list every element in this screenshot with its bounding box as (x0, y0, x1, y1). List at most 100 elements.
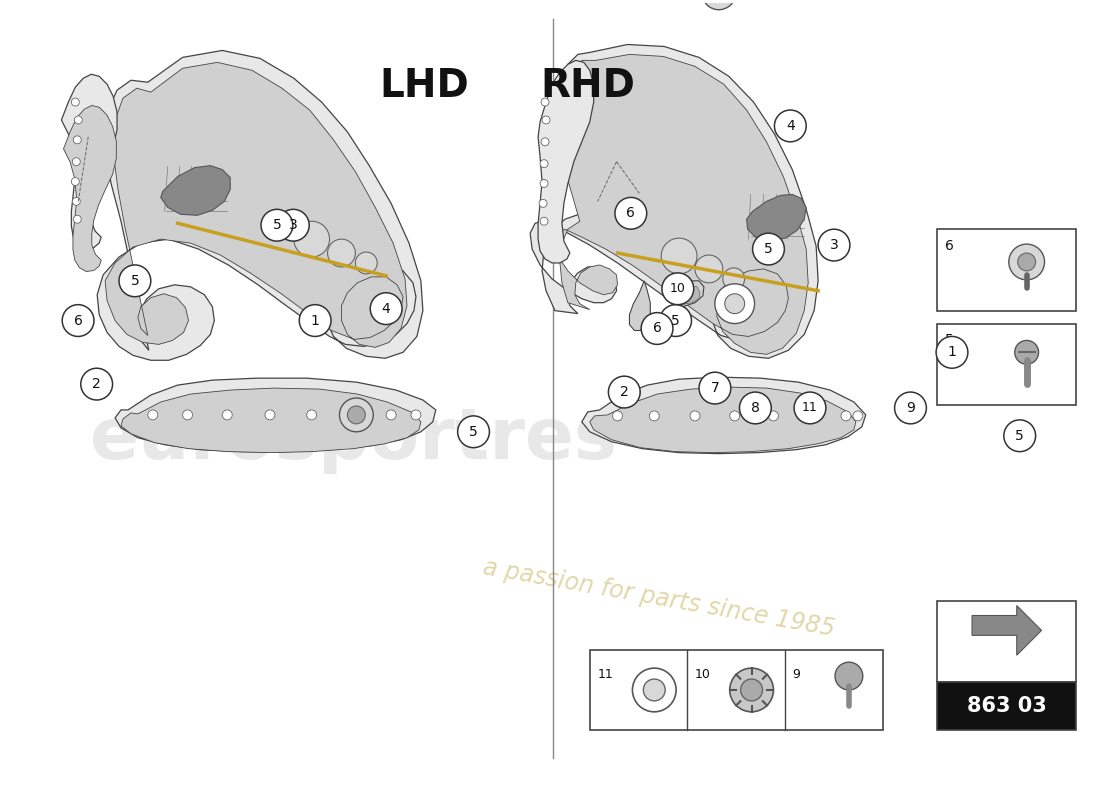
Text: 2: 2 (620, 385, 629, 399)
Polygon shape (629, 281, 650, 330)
Circle shape (72, 178, 79, 186)
Circle shape (1004, 420, 1035, 452)
Circle shape (769, 411, 779, 421)
Circle shape (541, 98, 549, 106)
Polygon shape (121, 388, 421, 453)
Circle shape (1018, 253, 1035, 271)
Circle shape (183, 410, 192, 420)
Text: 9: 9 (792, 668, 800, 681)
Circle shape (74, 215, 81, 223)
Polygon shape (668, 281, 704, 306)
Circle shape (349, 410, 359, 420)
Circle shape (723, 268, 745, 290)
Circle shape (702, 0, 736, 10)
Text: a passion for parts since 1985: a passion for parts since 1985 (482, 556, 837, 642)
Circle shape (540, 160, 548, 168)
Text: 6: 6 (945, 239, 954, 253)
Text: 5: 5 (764, 242, 773, 256)
Text: RHD: RHD (541, 67, 636, 105)
Circle shape (340, 398, 373, 432)
Circle shape (540, 179, 548, 187)
Circle shape (710, 0, 728, 2)
Text: 11: 11 (597, 668, 614, 681)
Circle shape (277, 210, 309, 241)
Circle shape (539, 199, 547, 207)
Circle shape (818, 229, 850, 261)
Text: 5: 5 (1015, 429, 1024, 442)
Circle shape (299, 305, 331, 337)
Text: 10: 10 (670, 282, 685, 295)
Circle shape (1009, 244, 1045, 280)
Circle shape (542, 116, 550, 124)
Circle shape (615, 198, 647, 229)
Circle shape (386, 410, 396, 420)
Circle shape (936, 337, 968, 368)
Text: 5: 5 (273, 218, 282, 232)
Text: 5: 5 (945, 334, 954, 347)
Circle shape (842, 411, 851, 421)
Circle shape (695, 255, 723, 283)
Circle shape (649, 411, 659, 421)
Text: 4: 4 (785, 119, 794, 133)
Text: 3: 3 (829, 238, 838, 252)
Circle shape (662, 273, 694, 305)
Polygon shape (64, 106, 117, 271)
FancyBboxPatch shape (937, 323, 1076, 405)
Text: 7: 7 (711, 381, 719, 395)
Polygon shape (161, 166, 230, 215)
Circle shape (73, 198, 80, 206)
Circle shape (265, 410, 275, 420)
Polygon shape (590, 387, 856, 453)
Polygon shape (538, 60, 594, 263)
Circle shape (752, 233, 784, 265)
Polygon shape (97, 50, 422, 360)
Circle shape (147, 410, 157, 420)
Text: 2: 2 (92, 377, 101, 391)
Circle shape (739, 392, 771, 424)
Polygon shape (972, 606, 1042, 655)
FancyBboxPatch shape (937, 601, 1076, 682)
Text: 6: 6 (74, 314, 82, 327)
Circle shape (644, 679, 666, 701)
Polygon shape (556, 54, 808, 354)
Text: 4: 4 (382, 302, 390, 316)
Circle shape (805, 411, 815, 421)
Circle shape (660, 305, 692, 337)
Polygon shape (116, 378, 436, 452)
FancyBboxPatch shape (590, 650, 882, 730)
Circle shape (774, 110, 806, 142)
Circle shape (641, 313, 673, 344)
Circle shape (541, 138, 549, 146)
Circle shape (613, 411, 623, 421)
Circle shape (307, 410, 317, 420)
Text: 1: 1 (947, 346, 956, 359)
Circle shape (411, 410, 421, 420)
Circle shape (894, 392, 926, 424)
Text: 5: 5 (470, 425, 477, 438)
Polygon shape (672, 286, 700, 305)
Polygon shape (582, 377, 866, 454)
Circle shape (740, 679, 762, 701)
Circle shape (835, 662, 862, 690)
Polygon shape (62, 74, 117, 249)
Circle shape (73, 158, 80, 166)
Text: 10: 10 (695, 668, 711, 681)
Text: 863 03: 863 03 (967, 696, 1047, 716)
Text: 8: 8 (751, 401, 760, 415)
Text: 11: 11 (802, 402, 818, 414)
Text: LHD: LHD (379, 67, 470, 105)
Circle shape (74, 136, 81, 144)
Circle shape (75, 116, 82, 124)
Text: 6: 6 (626, 206, 636, 220)
Circle shape (661, 238, 697, 274)
Polygon shape (106, 62, 407, 347)
Text: 5: 5 (671, 314, 680, 327)
Circle shape (1014, 341, 1038, 364)
Circle shape (348, 406, 365, 424)
FancyBboxPatch shape (937, 229, 1076, 310)
Circle shape (355, 252, 377, 274)
Polygon shape (747, 194, 806, 241)
Circle shape (72, 98, 79, 106)
Circle shape (725, 294, 745, 314)
Circle shape (729, 668, 773, 712)
